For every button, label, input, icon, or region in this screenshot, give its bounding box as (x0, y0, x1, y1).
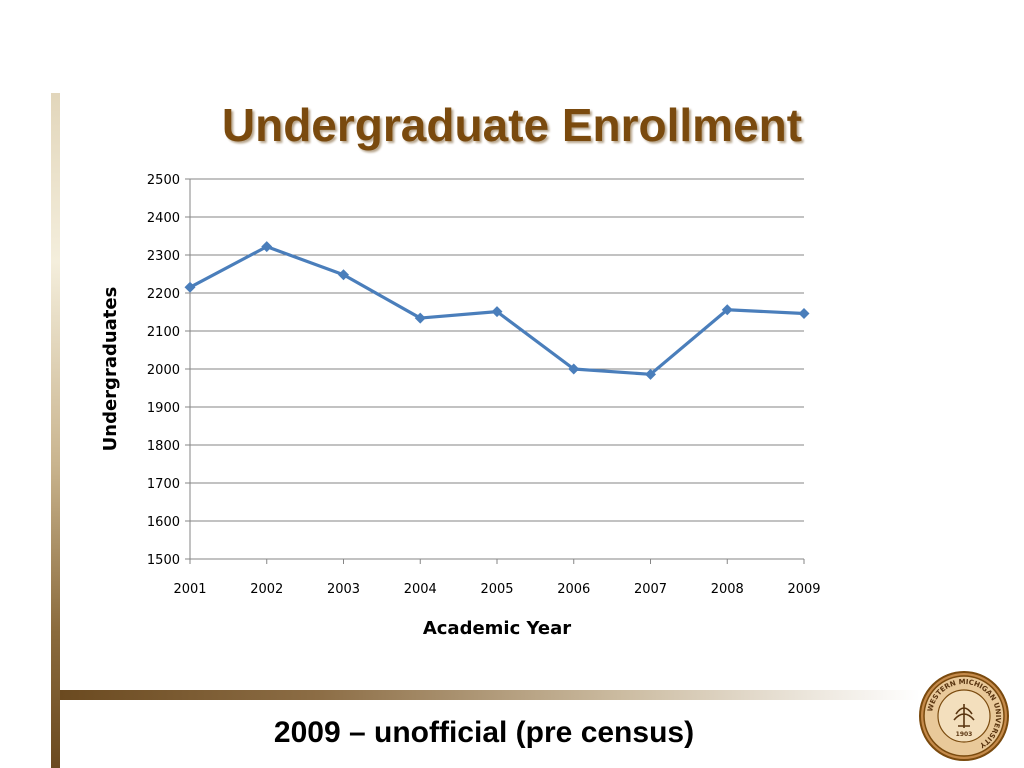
x-tick-label: 2001 (173, 582, 206, 597)
university-seal: WESTERN MICHIGAN UNIVERSITY 1903 (919, 671, 1009, 761)
x-tick-label: 2002 (250, 582, 283, 597)
left-decorative-bar (51, 93, 60, 768)
x-tick-label: 2003 (327, 582, 360, 597)
x-axis-title: Academic Year (423, 618, 571, 639)
line-chart: 1500 1600 1700 1800 1900 2000 2100 2200 2300 2400… (100, 173, 821, 639)
y-tick-label: 1800 (147, 439, 180, 454)
data-point (491, 306, 503, 318)
x-tick-label: 2008 (711, 582, 744, 597)
y-tick-label: 2200 (147, 287, 180, 302)
data-point (338, 269, 349, 281)
y-tick-label: 1500 (147, 553, 180, 568)
x-tick-label: 2004 (404, 582, 437, 597)
x-tick-label: 2007 (634, 582, 667, 597)
seal-year: 1903 (956, 731, 973, 738)
x-tick-label: 2005 (480, 582, 513, 597)
data-point (721, 304, 733, 316)
y-tick-label: 2000 (147, 363, 180, 378)
chart-title: Undergraduate Enrollment (221, 99, 803, 151)
y-tick-label: 2400 (147, 211, 180, 226)
x-tick-label: 2009 (787, 582, 820, 597)
y-tick-label: 2100 (147, 325, 180, 340)
y-tick-label: 1700 (147, 477, 180, 492)
data-point (261, 241, 273, 253)
data-point (184, 281, 196, 293)
data-point (798, 308, 810, 320)
gridlines (190, 178, 804, 560)
axes (185, 178, 805, 564)
y-tick-label: 1900 (147, 401, 180, 416)
data-point (645, 368, 656, 380)
bottom-decorative-rule (60, 690, 920, 700)
series-enrollment (184, 241, 810, 380)
y-tick-labels: 1500 1600 1700 1800 1900 2000 2100 2200 2300 2400… (147, 173, 180, 568)
footnote: 2009 – unofficial (pre census) (273, 716, 695, 749)
x-tick-label: 2006 (557, 582, 590, 597)
data-point (414, 312, 426, 324)
data-point (568, 363, 580, 375)
y-axis-title: Undergraduates (100, 287, 121, 452)
y-tick-label: 2300 (147, 249, 180, 264)
y-tick-label: 2500 (147, 173, 180, 188)
y-tick-label: 1600 (147, 515, 180, 530)
x-tick-labels: 2001 2002 2003 2004 2005 2006 2007 2008 2009 (173, 582, 820, 597)
